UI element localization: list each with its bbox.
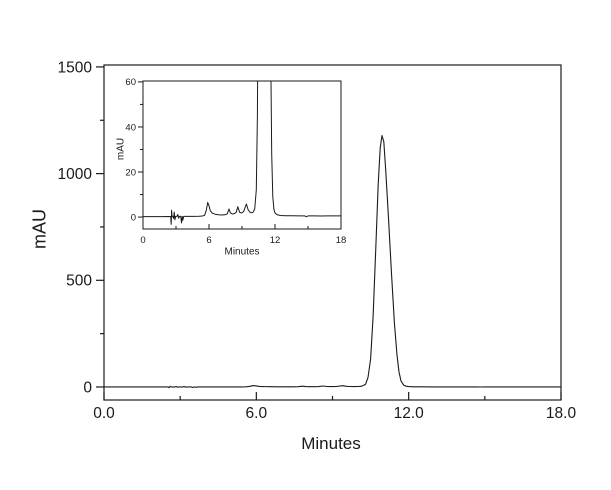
inset-y-axis-title: mAU [115,137,127,161]
main-chromatogram-x-tick-label: 12.0 [394,405,425,422]
main-chromatogram-y-tick-label: 1500 [58,59,93,76]
inset-chromatogram-y-tick-label: 40 [125,122,136,133]
inset-chromatogram-x-tick-label: 6 [206,235,211,246]
inset-chromatogram-y-tick-label: 20 [125,167,136,178]
main-chromatogram: 0.0 6.0 12.0 18.0 0 500 1000 1500 [58,59,577,422]
inset-chromatogram-frame [142,80,342,230]
chromatogram-trace-zoomed [143,81,341,225]
main-chromatogram-y-tick-label: 1000 [58,166,93,183]
inset-chromatogram: 0 6 12 18 0 20 40 60 [125,77,347,246]
main-chromatogram-x-tick-label: 6.0 [246,405,268,422]
main-chromatogram-y-tick-label: 0 [83,379,92,396]
inset-chromatogram-y-tick-label: 0 [131,212,136,223]
inset-chromatogram-x-tick-label: 0 [140,235,145,246]
main-y-axis-title: mAU [29,209,50,249]
main-chromatogram-x-tick-label: 18.0 [546,405,577,422]
chromatogram-trace [104,135,561,389]
main-chromatogram-frame [103,64,562,401]
main-x-axis-title: Minutes [301,434,361,453]
inset-x-axis-title: Minutes [224,246,260,258]
inset-chromatogram-x-tick-label: 18 [336,235,347,246]
inset-chromatogram-x-tick-label: 12 [270,235,281,246]
inset-chromatogram-y-tick-label: 60 [125,77,136,88]
main-chromatogram-y-tick-label: 500 [66,273,92,290]
main-chromatogram-x-tick-label: 0.0 [93,405,115,422]
